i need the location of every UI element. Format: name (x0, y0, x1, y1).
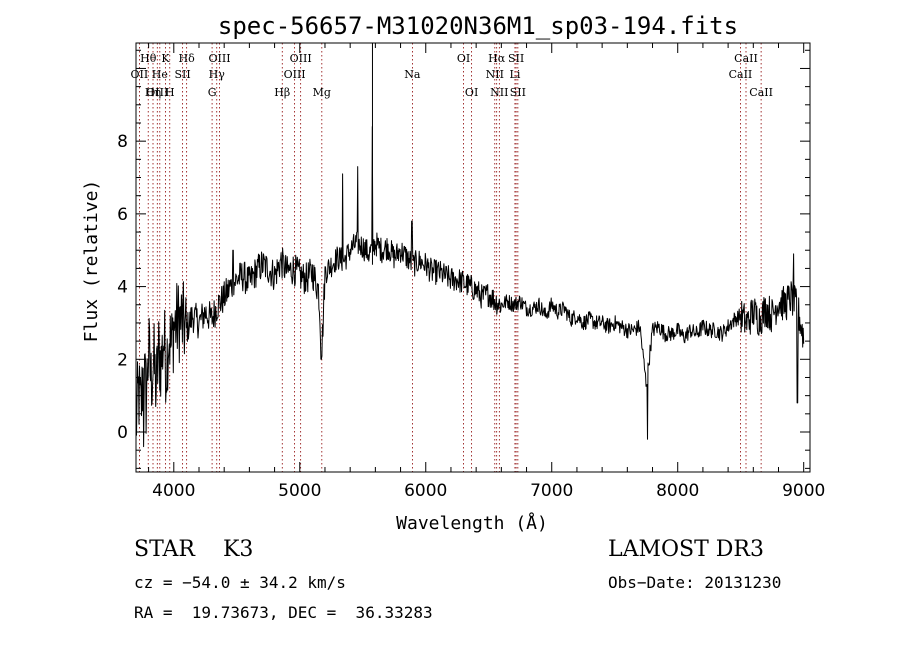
line-label: OII (131, 68, 149, 81)
x-tick-label: 4000 (152, 481, 195, 501)
line-label: SII (510, 86, 526, 99)
line-label: Hγ (209, 68, 226, 81)
coordinates: RA = 19.73673, DEC = 36.33283 (134, 603, 433, 622)
x-tick-label: 6000 (404, 481, 447, 501)
x-tick-label: 5000 (278, 481, 321, 501)
line-label: OI (457, 52, 470, 65)
x-tick-label: 9000 (782, 481, 825, 501)
line-label: NII (490, 86, 508, 99)
y-tick-label: 0 (117, 423, 128, 443)
line-label: OIII (284, 68, 306, 81)
line-label: Mg (313, 86, 331, 99)
line-label: Hη (145, 86, 161, 99)
line-label: OIII (146, 86, 168, 99)
line-label: K (161, 52, 170, 65)
line-label: Na (404, 68, 421, 81)
object-class: STAR K3 (134, 537, 254, 562)
plot-axes (135, 42, 811, 473)
spectral-line-labels: Hθ OII OIII He Hη K SII H Hδ OIII Hγ G OIII OIII Hβ Mg N… (131, 52, 773, 99)
x-axis-label: Wavelength (Å) (396, 512, 548, 534)
spectral-line-markers (139, 43, 762, 472)
line-label: NII (486, 68, 504, 81)
spectrum-trace (135, 43, 805, 448)
y-tick-label: 4 (117, 278, 128, 298)
line-label: OIII (290, 52, 312, 65)
line-label: CaII (749, 86, 773, 99)
line-label: Hθ (140, 52, 157, 65)
x-tick-label: 8000 (656, 481, 699, 501)
line-label: CaII (729, 68, 753, 81)
y-tick-label: 2 (117, 350, 128, 370)
line-label: CaII (734, 52, 758, 65)
observation-date: Obs−Date: 20131230 (608, 573, 782, 592)
survey-release: LAMOST DR3 (608, 537, 764, 562)
y-tick-label: 6 (117, 205, 128, 225)
axis-ticks: 4000 5000 6000 7000 8000 9000 0 2 4 6 8 (117, 43, 825, 501)
spectrum-line (135, 126, 805, 448)
redshift-velocity: cz = −54.0 ± 34.2 km/s (134, 573, 346, 592)
x-tick-label: 7000 (530, 481, 573, 501)
y-axis-label: Flux (relative) (81, 180, 102, 343)
line-label: OI (465, 86, 478, 99)
line-label: Li (510, 68, 521, 81)
line-label: SII (508, 52, 524, 65)
line-label: SII (174, 68, 190, 81)
line-label: Hα (488, 52, 506, 65)
line-label: Hβ (274, 86, 290, 99)
line-label: Hδ (179, 52, 196, 65)
line-label: OIII (208, 52, 230, 65)
chart-title: spec-56657-M31020N36M1_sp03-194.fits (218, 12, 738, 40)
plot-frame (135, 42, 811, 473)
line-label: G (208, 86, 217, 99)
line-label: H (165, 86, 175, 99)
y-tick-label: 8 (117, 132, 128, 152)
line-label: He (152, 68, 168, 81)
